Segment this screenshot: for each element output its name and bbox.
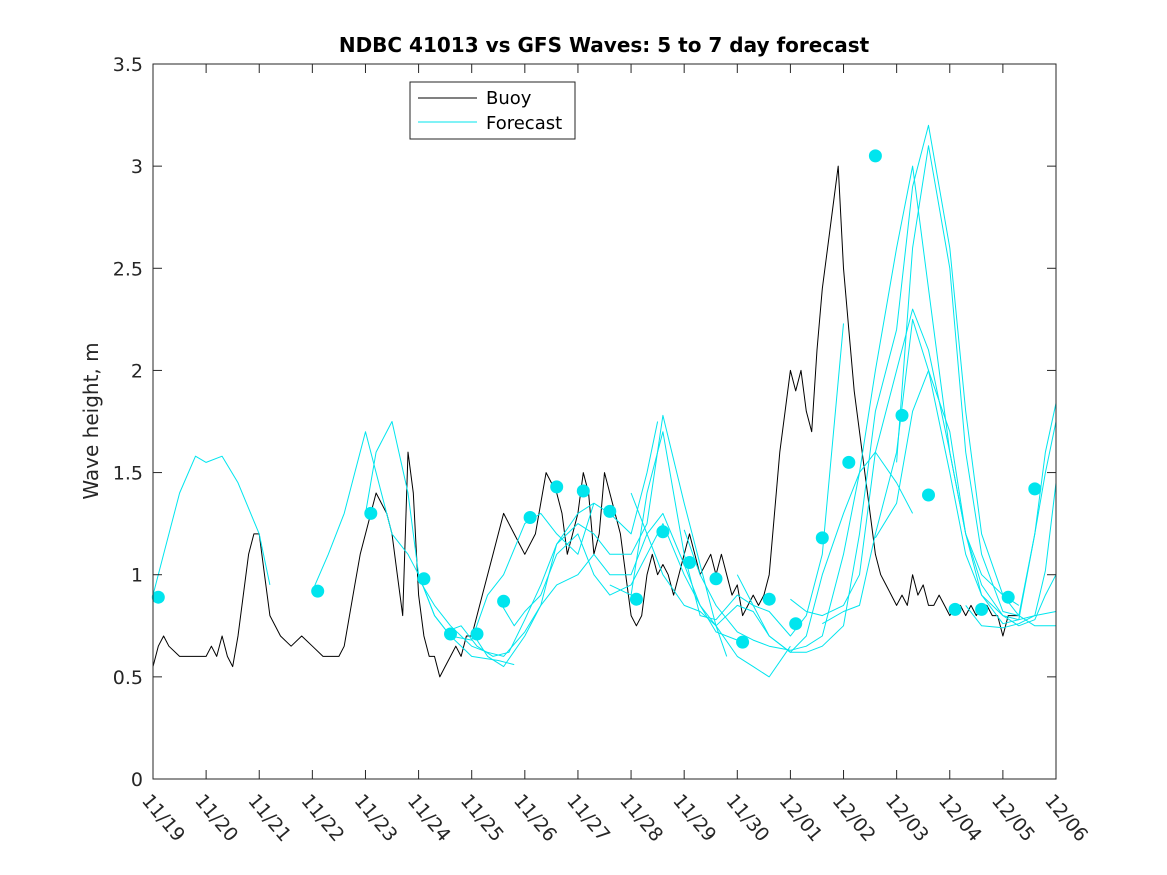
forecast-marker [868, 149, 882, 163]
forecast-markers [151, 149, 1042, 649]
y-tick-label: 2.5 [113, 258, 143, 280]
forecast-marker [1001, 590, 1015, 604]
forecast-line-2 [311, 431, 515, 666]
forecast-marker [550, 480, 564, 494]
axes-box [152, 63, 1057, 780]
legend: Buoy Forecast [409, 81, 576, 140]
forecast-marker [789, 617, 803, 631]
y-tick-label: 2 [131, 360, 143, 382]
forecast-marker [683, 556, 696, 569]
forecast-marker [656, 525, 670, 539]
y-tick-label: 1.5 [113, 463, 143, 485]
y-tick-label: 3 [131, 156, 143, 178]
y-tick-label: 3.5 [113, 54, 143, 76]
forecast-marker [523, 511, 537, 524]
forecast-marker [603, 504, 617, 518]
forecast-marker [470, 627, 484, 641]
forecast-line-14 [874, 369, 1057, 625]
forecast-marker [842, 455, 856, 469]
buoy-line [152, 165, 1019, 678]
forecast-marker [815, 531, 829, 545]
forecast-line-1 [152, 455, 271, 596]
forecast-marker [364, 506, 378, 520]
forecast-line-5 [444, 414, 728, 657]
legend-forecast-label: Forecast [486, 113, 562, 134]
legend-buoy-label: Buoy [486, 88, 532, 109]
forecast-marker [762, 592, 776, 606]
y-axis-label: Wave height, m [79, 342, 103, 499]
y-tick-label: 1 [131, 565, 143, 587]
forecast-marker [444, 627, 457, 641]
forecast-line-13 [822, 318, 1057, 627]
y-tick-label: 0 [131, 769, 143, 791]
forecast-line-16 [965, 482, 1057, 629]
forecast-marker [497, 594, 511, 608]
forecast-line-7 [497, 523, 791, 678]
forecast-marker [576, 484, 590, 498]
forecast-marker [975, 602, 989, 616]
forecast-marker [736, 635, 750, 649]
forecast-marker [417, 572, 431, 586]
forecast-marker [948, 602, 962, 616]
y-tick-label: 0.5 [113, 667, 143, 689]
series-layer [152, 124, 1057, 678]
forecast-marker [922, 488, 935, 502]
forecast-marker [1028, 482, 1042, 496]
forecast-marker [151, 590, 165, 604]
plot-area [153, 64, 1056, 779]
chart-title: NDBC 41013 vs GFS Waves: 5 to 7 day fore… [339, 33, 870, 57]
legend-box [409, 81, 576, 140]
forecast-marker [311, 584, 325, 598]
forecast-line-8 [609, 323, 844, 637]
plot-background [153, 64, 1056, 779]
forecast-line-15 [896, 145, 1057, 617]
forecast-marker [629, 592, 643, 606]
forecast-marker [709, 572, 723, 586]
forecast-marker [895, 408, 909, 422]
forecast-line-12 [790, 308, 1057, 621]
